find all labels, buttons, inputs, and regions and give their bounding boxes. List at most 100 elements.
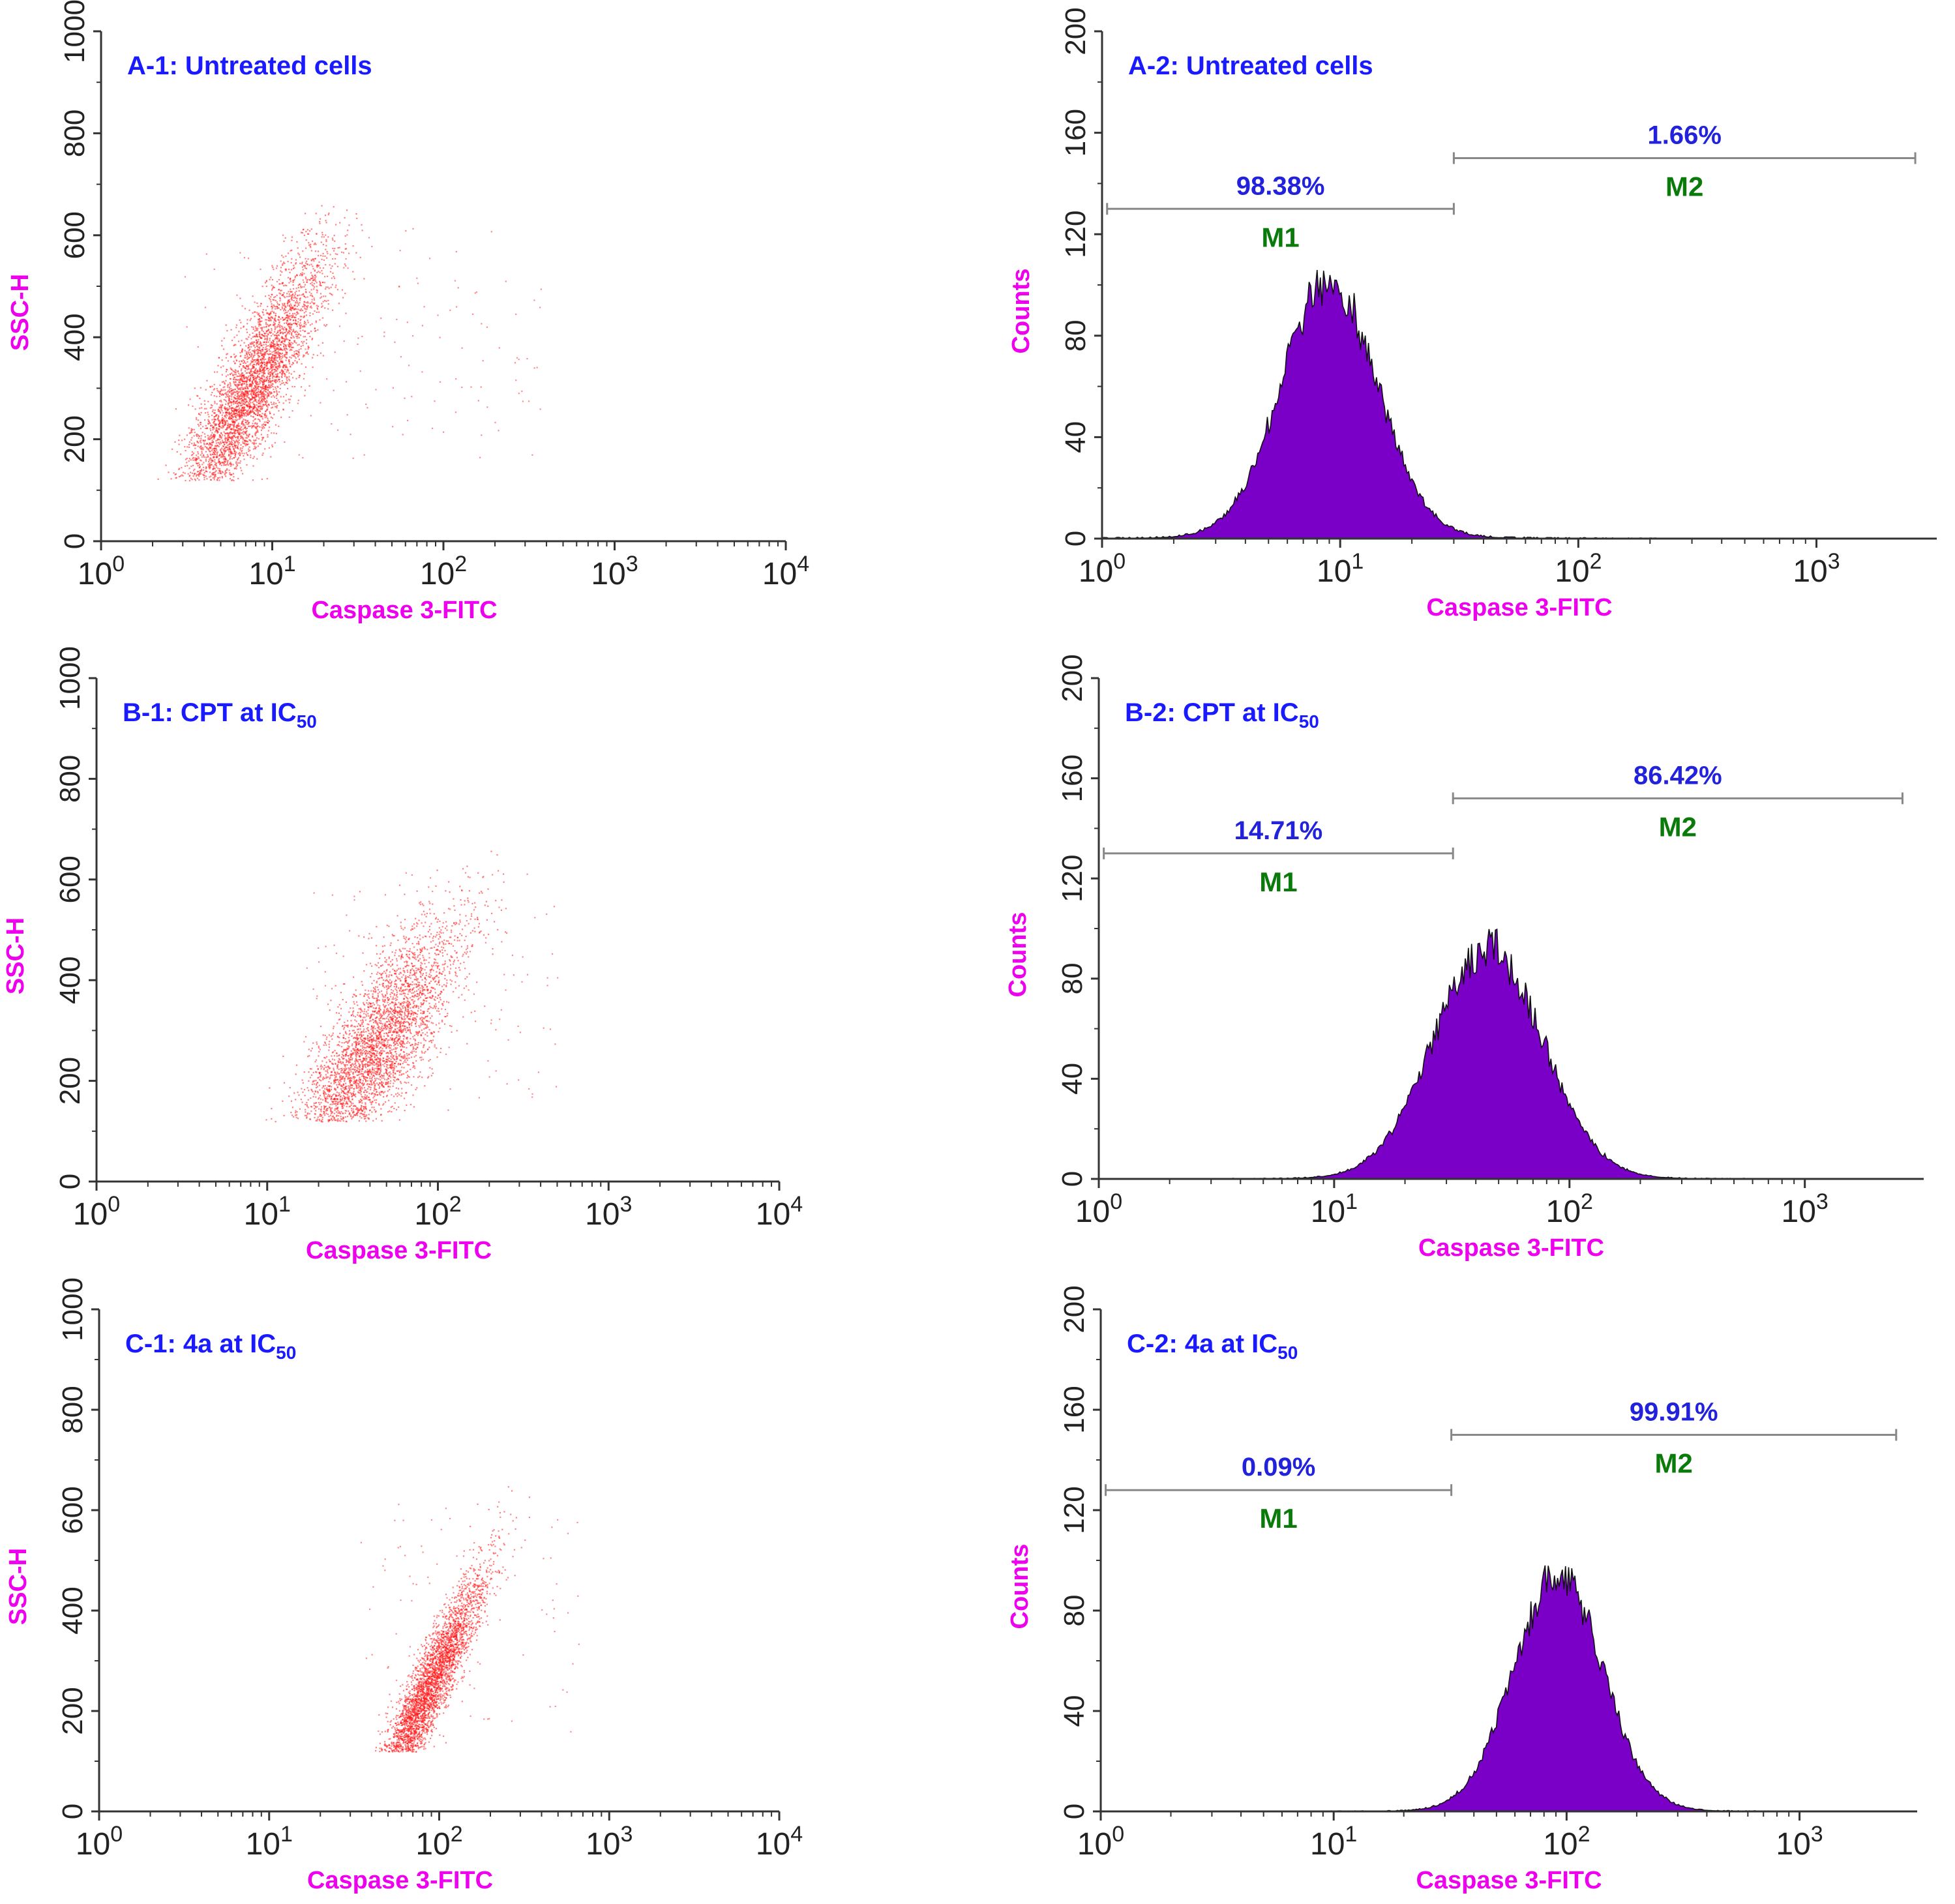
scatter-point bbox=[310, 263, 312, 265]
scatter-point bbox=[259, 426, 261, 428]
scatter-point bbox=[246, 323, 248, 325]
scatter-point bbox=[264, 417, 266, 419]
scatter-point bbox=[387, 1043, 389, 1045]
scatter-point bbox=[278, 335, 280, 336]
scatter-point bbox=[241, 391, 243, 393]
scatter-point bbox=[224, 439, 226, 441]
scatter-point bbox=[366, 1023, 368, 1025]
scatter-point bbox=[358, 1086, 360, 1088]
scatter-point bbox=[301, 275, 303, 276]
scatter-point bbox=[276, 357, 278, 359]
scatter-point bbox=[241, 417, 243, 419]
scatter-point bbox=[252, 327, 254, 329]
scatter-point bbox=[252, 411, 254, 413]
scatter-point bbox=[261, 370, 263, 372]
scatter-point bbox=[276, 351, 278, 353]
scatter-point bbox=[270, 296, 272, 298]
scatter-point bbox=[246, 365, 248, 367]
scatter-point bbox=[202, 454, 204, 456]
scatter-point bbox=[247, 402, 249, 404]
scatter-point bbox=[253, 404, 255, 406]
scatter-point bbox=[290, 348, 291, 350]
scatter-point bbox=[319, 280, 321, 282]
scatter-point bbox=[344, 1086, 346, 1088]
scatter-point bbox=[220, 436, 222, 438]
scatter-point bbox=[248, 372, 251, 374]
scatter-point bbox=[227, 386, 229, 388]
scatter-point bbox=[312, 240, 314, 243]
scatter-point bbox=[297, 353, 299, 355]
scatter-point bbox=[432, 427, 434, 429]
scatter-point bbox=[296, 361, 298, 363]
scatter-point bbox=[293, 267, 295, 269]
scatter-point bbox=[299, 316, 301, 318]
scatter-point bbox=[430, 1007, 432, 1009]
scatter-point bbox=[503, 873, 505, 875]
x-tick-label: 100 bbox=[78, 552, 125, 591]
scatter-point bbox=[260, 386, 261, 388]
scatter-point bbox=[221, 405, 223, 407]
scatter-point bbox=[237, 395, 239, 397]
scatter-point bbox=[230, 424, 231, 426]
scatter-point bbox=[438, 953, 440, 955]
scatter-point bbox=[280, 344, 282, 346]
scatter-point bbox=[260, 379, 261, 381]
scatter-point bbox=[342, 1107, 344, 1109]
scatter-point bbox=[276, 340, 278, 343]
scatter-point bbox=[309, 245, 311, 247]
scatter-point bbox=[314, 280, 317, 282]
scatter-point bbox=[330, 267, 332, 269]
scatter-point bbox=[248, 446, 250, 448]
scatter-point bbox=[318, 254, 320, 257]
scatter-point bbox=[272, 353, 274, 355]
scatter-point bbox=[241, 395, 243, 397]
scatter-point bbox=[316, 233, 318, 235]
scatter-point bbox=[286, 333, 288, 335]
scatter-point bbox=[368, 1092, 370, 1095]
scatter-point bbox=[333, 206, 335, 208]
scatter-point bbox=[367, 1074, 369, 1077]
scatter-point bbox=[325, 325, 327, 327]
scatter-point bbox=[234, 441, 236, 443]
scatter-point bbox=[219, 454, 221, 456]
scatter-point bbox=[246, 387, 248, 389]
scatter-point bbox=[253, 371, 255, 373]
scatter-point bbox=[223, 441, 225, 443]
scatter-point bbox=[305, 265, 306, 267]
scatter-point bbox=[297, 335, 299, 337]
scatter-point bbox=[260, 367, 262, 369]
scatter-point bbox=[283, 348, 286, 350]
scatter-point bbox=[232, 389, 234, 391]
scatter-point bbox=[216, 456, 218, 458]
scatter-point bbox=[430, 941, 432, 943]
scatter-point bbox=[278, 402, 280, 404]
scatter-point bbox=[230, 449, 231, 451]
scatter-point bbox=[319, 1115, 321, 1117]
scatter-point bbox=[374, 1039, 376, 1041]
scatter-point bbox=[375, 990, 377, 992]
scatter-point bbox=[278, 355, 280, 357]
scatter-point bbox=[242, 412, 244, 414]
scatter-point bbox=[256, 428, 258, 430]
scatter-point bbox=[191, 437, 193, 439]
scatter-point bbox=[361, 1095, 363, 1097]
scatter-point bbox=[316, 311, 318, 313]
scatter-point bbox=[246, 400, 248, 402]
scatter-point bbox=[236, 436, 238, 438]
scatter-point bbox=[248, 346, 250, 348]
scatter-point bbox=[254, 349, 256, 351]
scatter-point bbox=[207, 419, 209, 421]
scatter-point bbox=[296, 362, 298, 364]
scatter-point bbox=[292, 342, 294, 344]
scatter-point bbox=[364, 1111, 366, 1113]
scatter-point bbox=[355, 1060, 357, 1062]
scatter-point bbox=[247, 409, 249, 411]
scatter-point bbox=[258, 400, 260, 402]
scatter-point bbox=[304, 389, 306, 391]
scatter-point bbox=[271, 356, 273, 359]
scatter-point bbox=[285, 365, 287, 367]
scatter-point bbox=[260, 415, 262, 417]
scatter-point bbox=[230, 383, 231, 385]
scatter-point bbox=[366, 1046, 369, 1048]
scatter-point bbox=[230, 393, 232, 394]
